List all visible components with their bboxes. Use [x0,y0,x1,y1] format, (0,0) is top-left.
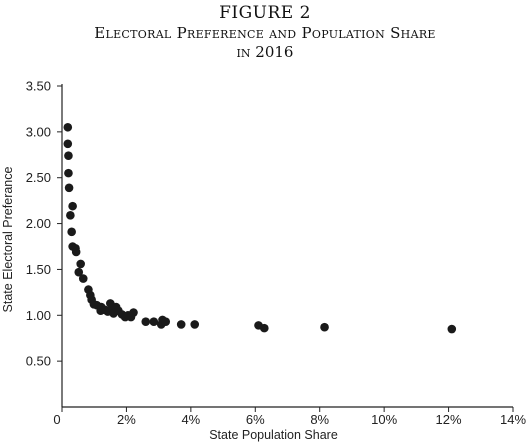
data-point [63,122,73,132]
y-tick-label: 2.00 [26,216,51,231]
data-point [68,201,77,211]
data-point [149,317,159,327]
x-tick-label: 2% [117,412,136,427]
data-point [74,267,84,277]
x-tick-label: 0 [53,412,60,427]
data-point [129,308,138,317]
data-points [63,122,457,334]
y-tick-label: 2.50 [26,170,51,185]
data-point [176,320,186,329]
data-point [64,168,73,178]
x-tick-label: 8% [310,412,329,427]
axes: 0.50 1.00 1.50 2.00 2.50 3.00 3.50 0 2% 4% 6% 8% 10%… [26,79,527,428]
data-point [141,317,151,327]
figure-title-block: FIGURE 2 Electoral Preference and Popula… [0,3,530,62]
data-point [161,317,171,327]
y-axis-label: State Electoral Preferance [1,167,15,313]
data-point [64,183,74,193]
x-tick-label: 10% [371,412,397,427]
data-point [76,259,85,269]
x-tick-label: 14% [500,412,526,427]
y-tick-label: 0.50 [26,354,51,369]
data-point [66,211,75,220]
x-tick-label: 12% [436,412,462,427]
data-point [67,227,76,237]
data-point [320,322,329,332]
data-point [78,274,88,283]
x-tick-label: 4% [181,412,200,427]
data-point [63,139,73,149]
data-point [190,320,200,329]
y-tick-label: 3.50 [26,79,51,94]
data-point [64,151,73,161]
chart-subtitle: in 2016 [236,43,294,61]
data-point [260,323,269,333]
x-tick-label: 6% [246,412,265,427]
data-point [447,324,457,334]
chart-title: Electoral Preference and Population Shar… [94,24,436,42]
y-tick-label: 1.00 [26,308,51,323]
x-axis-label: State Population Share [209,428,338,442]
figure-label: FIGURE 2 [219,3,311,23]
y-tick-label: 3.00 [26,124,51,139]
data-point [71,247,81,257]
y-tick-label: 1.50 [26,262,51,277]
